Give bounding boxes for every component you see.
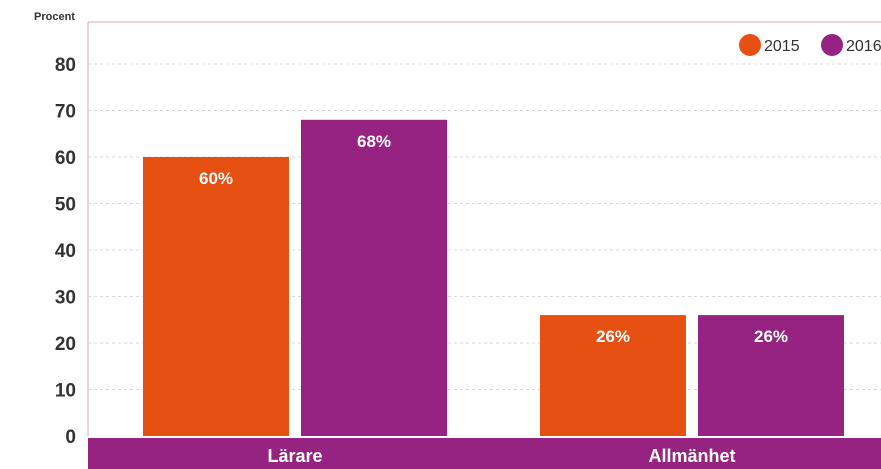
legend-label: 2015: [764, 38, 800, 55]
y-tick-label: 20: [55, 334, 76, 355]
y-tick-label: 80: [55, 55, 76, 76]
category-label: Lärare: [267, 446, 322, 466]
legend-swatch: [739, 34, 761, 56]
y-tick-label: 30: [55, 288, 76, 309]
bar: [143, 157, 289, 436]
bar-value-label: 26%: [596, 327, 630, 346]
y-tick-label: 10: [55, 381, 76, 402]
bar: [540, 315, 686, 436]
legend-swatch: [821, 34, 843, 56]
y-tick-label: 70: [55, 102, 76, 123]
category-label: Allmänhet: [648, 446, 735, 466]
y-tick-label: 50: [55, 195, 76, 216]
y-tick-label: 60: [55, 148, 76, 169]
bar: [301, 119, 447, 437]
bar-value-label: 60%: [199, 169, 233, 188]
bar-value-label: 26%: [754, 327, 788, 346]
y-tick-label: 0: [65, 427, 76, 448]
bar-value-label: 68%: [357, 132, 391, 151]
bar: [698, 315, 844, 436]
legend-label: 2016: [846, 38, 881, 55]
y-tick-label: 40: [55, 241, 76, 262]
y-axis-label: Procent: [34, 11, 75, 23]
category-band: [88, 438, 881, 469]
